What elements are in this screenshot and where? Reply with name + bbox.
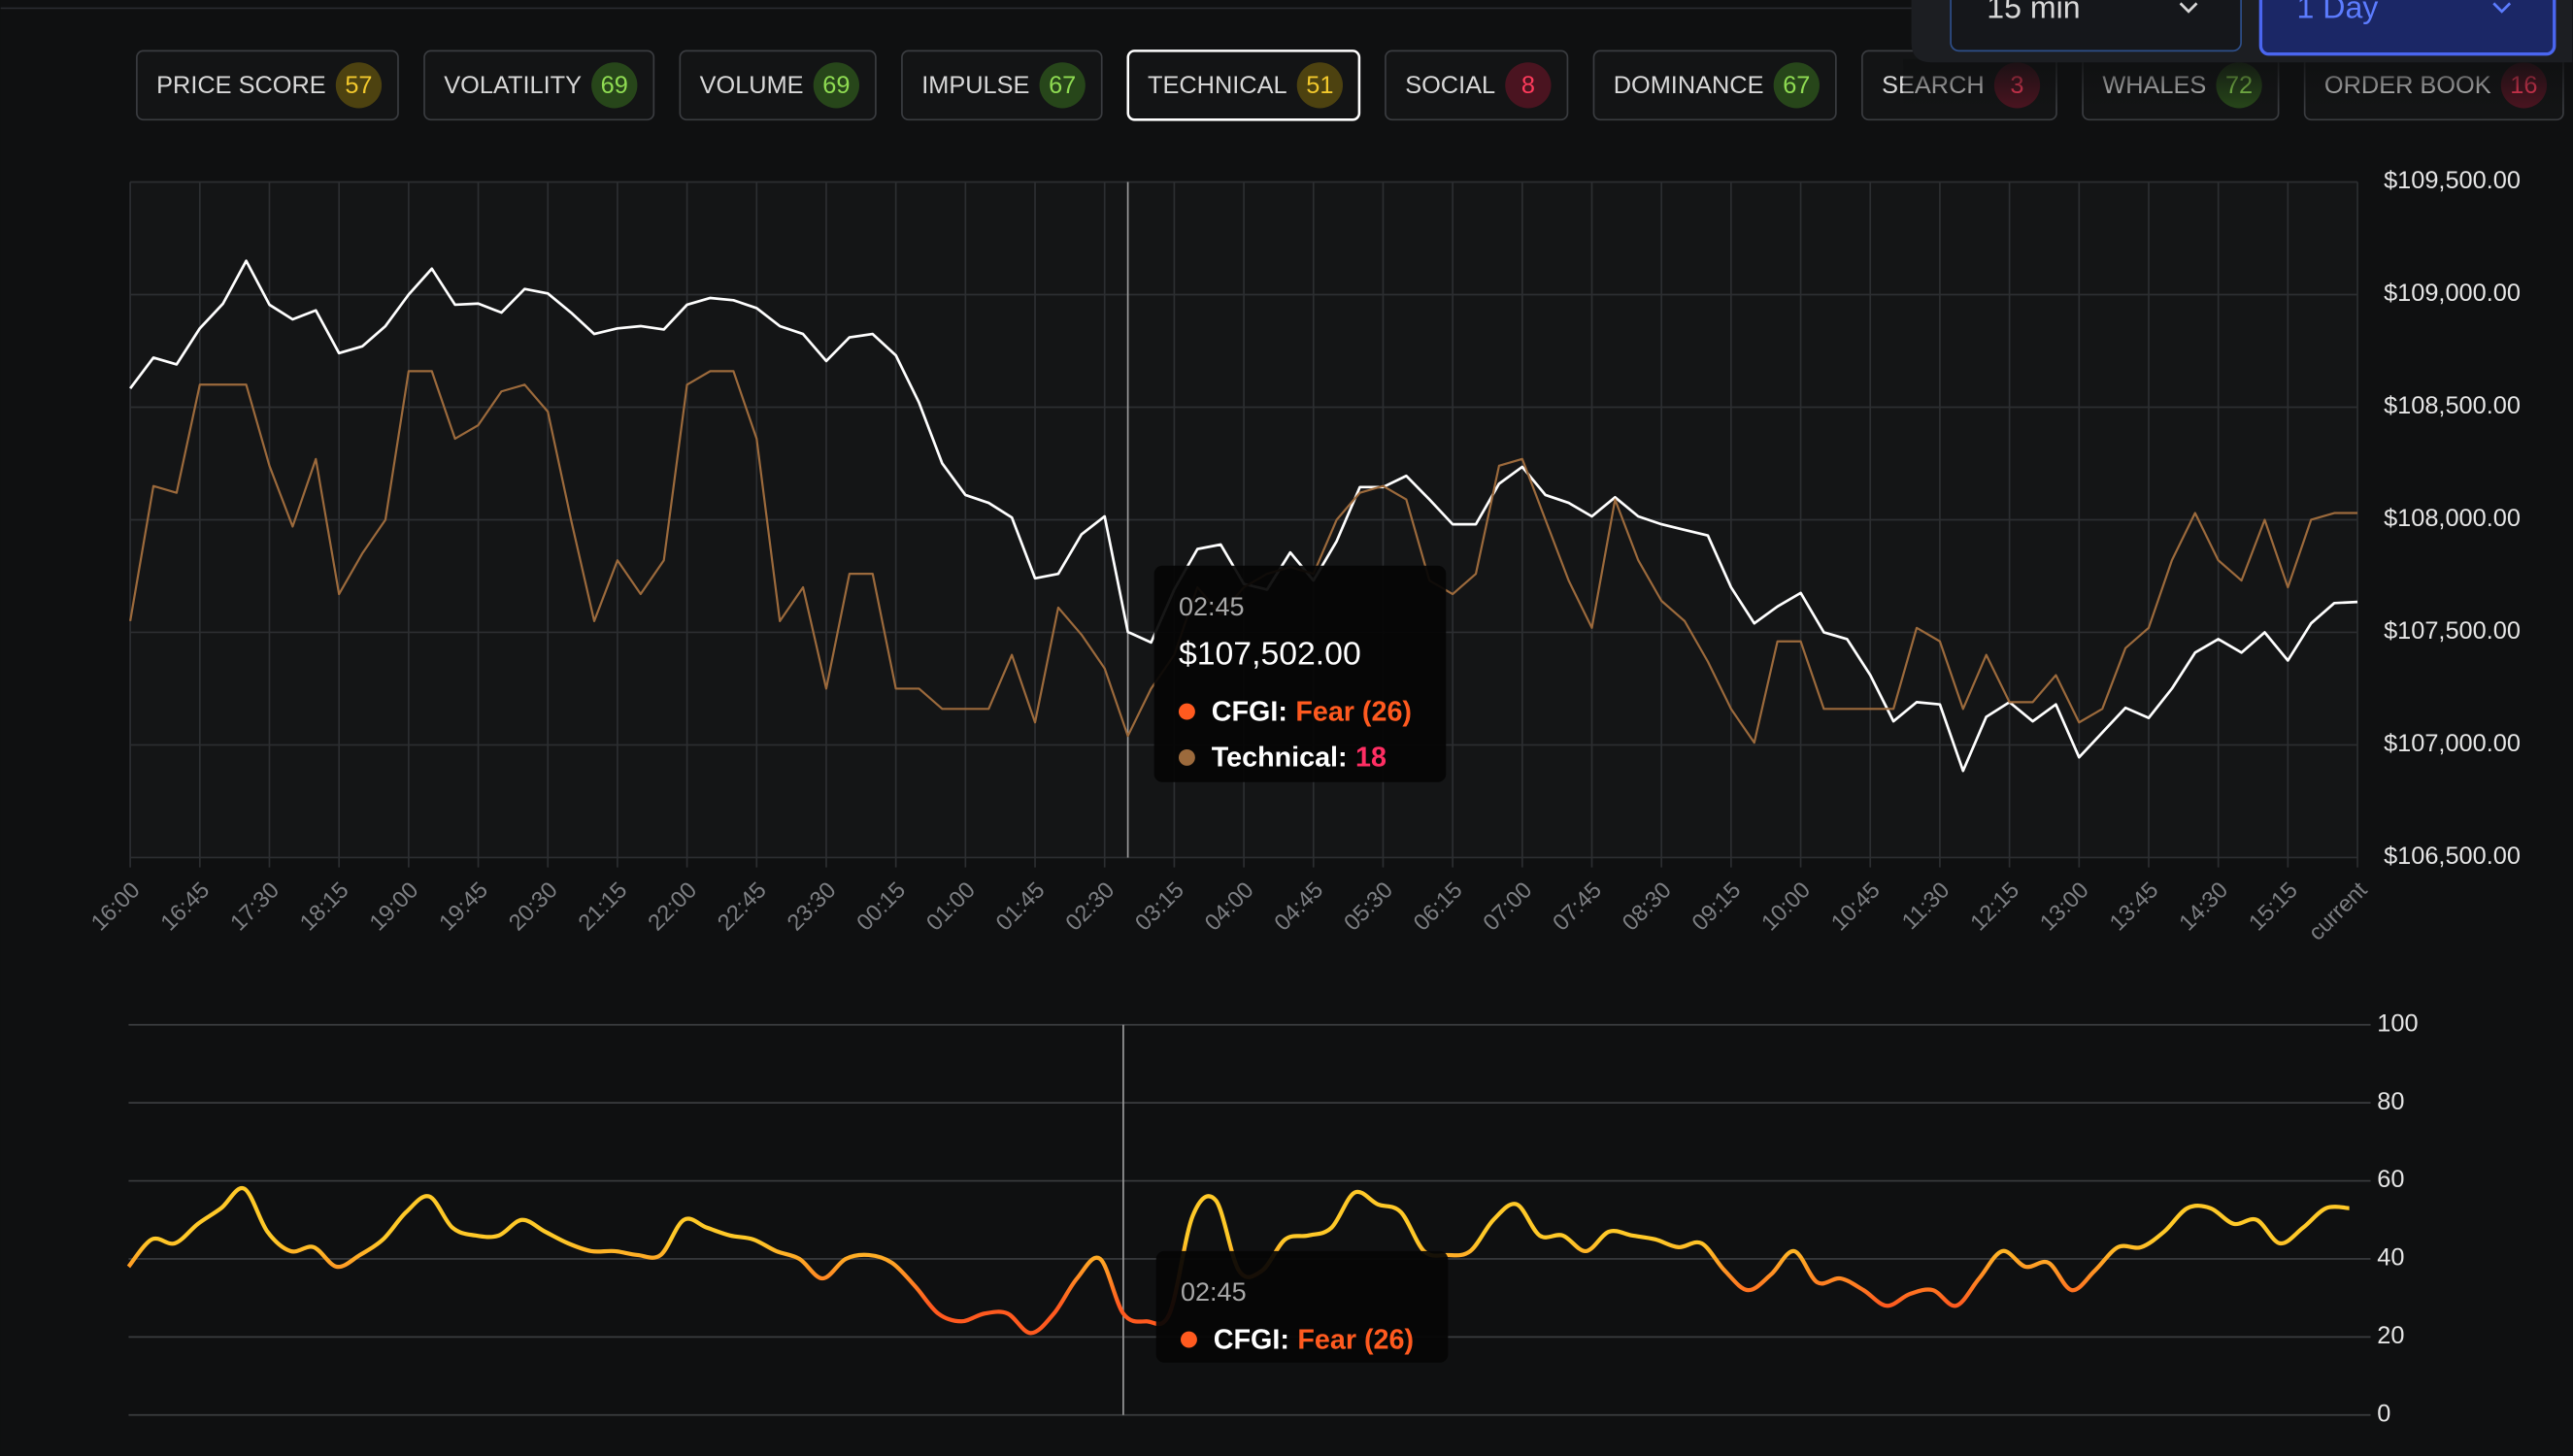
tab-label: VOLUME [700, 72, 804, 99]
tab-score-badge [335, 62, 383, 109]
tab-score-badge [1296, 62, 1344, 109]
tooltip-time: 02:45 [1181, 1277, 1247, 1307]
tab-score: 67 [1049, 72, 1076, 99]
tab-label: SOCIAL [1405, 72, 1495, 99]
y-tick-label: $106,500.00 [2384, 843, 2521, 870]
y-tick-label: $107,000.00 [2384, 730, 2521, 757]
y-tick-label: 20 [2377, 1322, 2404, 1349]
cfgi-chart: 0 20 40 60 80 100 02:45 CFGI: Fear (26) [126, 1009, 2419, 1427]
tooltip-time: 02:45 [1179, 592, 1245, 621]
tooltip-item-value: Fear (26) [1297, 1324, 1414, 1355]
y-tick-label: $109,000.00 [2384, 280, 2521, 307]
tab[interactable]: PRICE SCORE 57 [136, 50, 399, 121]
tab-score: 51 [1306, 72, 1333, 99]
y-tick-label: 60 [2377, 1166, 2404, 1193]
price-chart: $106,500.00 $107,000.00 $107,500.00 $108,00… [86, 167, 2521, 945]
tab-box [136, 50, 399, 121]
y-tick-label: 100 [2377, 1009, 2418, 1037]
tab[interactable]: SOCIAL 8 [1385, 50, 1569, 121]
tab-score: 57 [345, 72, 372, 99]
y-tick-label: $108,500.00 [2384, 392, 2521, 419]
tooltip-dot [1178, 703, 1195, 720]
y-tick-label: $109,500.00 [2384, 167, 2521, 194]
tab-box [423, 50, 655, 121]
dropdown-chevron [2492, 2, 2512, 14]
tooltip-item-name: CFGI: [1214, 1324, 1289, 1355]
tab-score-badge [813, 62, 860, 109]
dropdown-box [1950, 0, 2242, 52]
tab-score-badge [1039, 62, 1086, 109]
tooltip-item-value: 18 [1355, 743, 1387, 774]
tab-label: IMPULSE [921, 72, 1029, 99]
dropdown-chevron [2179, 2, 2198, 14]
tooltip: 02:45 $107,502.00 CFGI: Fear (26) Technical:… [1153, 565, 1447, 782]
y-tick-label: 0 [2377, 1400, 2390, 1427]
y-tick-label: $107,500.00 [2384, 617, 2521, 645]
timeframe-panel: 15 min 1 Day [1903, 0, 2573, 109]
tab-label: VOLATILITY [444, 72, 582, 99]
tooltip-dot [1178, 748, 1195, 766]
tab-score-badge [1773, 62, 1820, 109]
tab-score: 8 [1521, 72, 1535, 99]
tooltip-dot [1181, 1331, 1197, 1348]
tab-score: 69 [822, 72, 850, 99]
tooltip: 02:45 CFGI: Fear (26) [1155, 1250, 1449, 1363]
tooltip-box [1153, 565, 1447, 782]
tooltip-item-name: CFGI: [1212, 696, 1287, 727]
tooltip-box [1155, 1250, 1449, 1363]
y-tick-label: $108,000.00 [2384, 505, 2521, 532]
tab[interactable]: TECHNICAL 51 [1126, 50, 1361, 121]
dropdown-label: 15 min [1987, 0, 2080, 25]
tab-score: 69 [601, 72, 628, 99]
tab-label: TECHNICAL [1148, 72, 1287, 99]
tab-label: PRICE SCORE [156, 72, 326, 99]
tab-score-badge [1505, 62, 1552, 109]
tab[interactable]: VOLUME 69 [679, 50, 877, 121]
dropdown[interactable]: 15 min [1950, 0, 2242, 52]
tab-box [1592, 50, 1837, 121]
tab-score-badge [591, 62, 638, 109]
y-tick-label: 40 [2377, 1244, 2404, 1272]
tooltip-item-value: Fear (26) [1295, 696, 1412, 727]
tooltip-item-name: Technical: [1212, 743, 1348, 774]
y-tick-label: 80 [2377, 1088, 2404, 1115]
tab-box [1126, 50, 1361, 121]
tab[interactable]: IMPULSE 67 [901, 50, 1103, 121]
tooltip-price: $107,502.00 [1179, 636, 1361, 673]
panel-shadow [1903, 58, 2573, 109]
dropdown-label: 1 Day [2297, 0, 2379, 25]
tab-score: 67 [1783, 72, 1810, 99]
dropdown-box [2258, 0, 2556, 56]
tab-label: DOMINANCE [1614, 72, 1764, 99]
tab[interactable]: DOMINANCE 67 [1592, 50, 1837, 121]
dropdown[interactable]: 1 Day [2258, 0, 2556, 56]
tab[interactable]: VOLATILITY 69 [423, 50, 655, 121]
